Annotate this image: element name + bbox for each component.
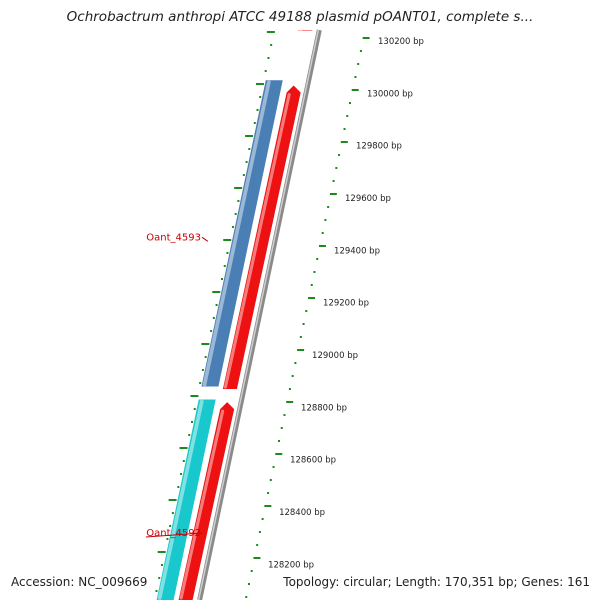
backbone-ring bbox=[197, 29, 322, 600]
gene-feature-inner-4[interactable] bbox=[178, 402, 235, 600]
gene-label[interactable]: Oant_4593 bbox=[146, 232, 201, 243]
gene-feature-outer-0[interactable] bbox=[201, 80, 283, 387]
position-label: 130000 bp bbox=[367, 89, 413, 99]
gene-label-leader bbox=[201, 236, 209, 242]
gene-feature-inner-3[interactable] bbox=[222, 85, 301, 390]
gene-feature-inner-3-highlight bbox=[223, 92, 291, 389]
position-label: 130200 bp bbox=[378, 37, 424, 47]
gene-feature-outer-1[interactable] bbox=[156, 399, 216, 600]
gene-feature-inner-4-body[interactable] bbox=[178, 402, 235, 600]
gene-feature-inner-4-highlight bbox=[179, 409, 225, 600]
position-label: 129200 bp bbox=[323, 299, 369, 309]
genome-summary: Topology: circular; Length: 170,351 bp; … bbox=[281, 575, 592, 589]
gene-label-leader bbox=[145, 532, 203, 538]
backbone-shine bbox=[197, 29, 320, 600]
gene-feature-inner-2[interactable] bbox=[298, 26, 313, 34]
gene-feature-outer-1-body[interactable] bbox=[156, 399, 216, 600]
position-label: 128600 bp bbox=[290, 456, 336, 466]
map-title: Ochrobactrum anthropi ATCC 49188 plasmid… bbox=[66, 9, 534, 25]
inner-tick-ring bbox=[245, 37, 370, 598]
position-label: 129400 bp bbox=[334, 246, 380, 256]
gene-feature-outer-0-body[interactable] bbox=[201, 80, 283, 387]
backbone-line bbox=[197, 29, 322, 600]
accession-label: Accession: NC_009669 bbox=[9, 575, 150, 589]
position-label: 128200 bp bbox=[268, 560, 314, 570]
gene-label[interactable]: Oant_4592 bbox=[146, 528, 201, 539]
gene-feature-outer-1-highlight bbox=[157, 399, 204, 600]
gene-feature-inner-2-body[interactable] bbox=[298, 30, 313, 31]
outer-tick-ring bbox=[155, 31, 275, 592]
position-label: 129600 bp bbox=[345, 194, 391, 204]
position-label: 128800 bp bbox=[301, 403, 347, 413]
position-label: 129800 bp bbox=[356, 142, 402, 152]
gene-feature-inner-3-body[interactable] bbox=[222, 85, 301, 390]
position-label: 128400 bp bbox=[279, 508, 325, 518]
gene-feature-outer-0-highlight bbox=[202, 80, 271, 387]
position-label: 129000 bp bbox=[312, 351, 358, 361]
